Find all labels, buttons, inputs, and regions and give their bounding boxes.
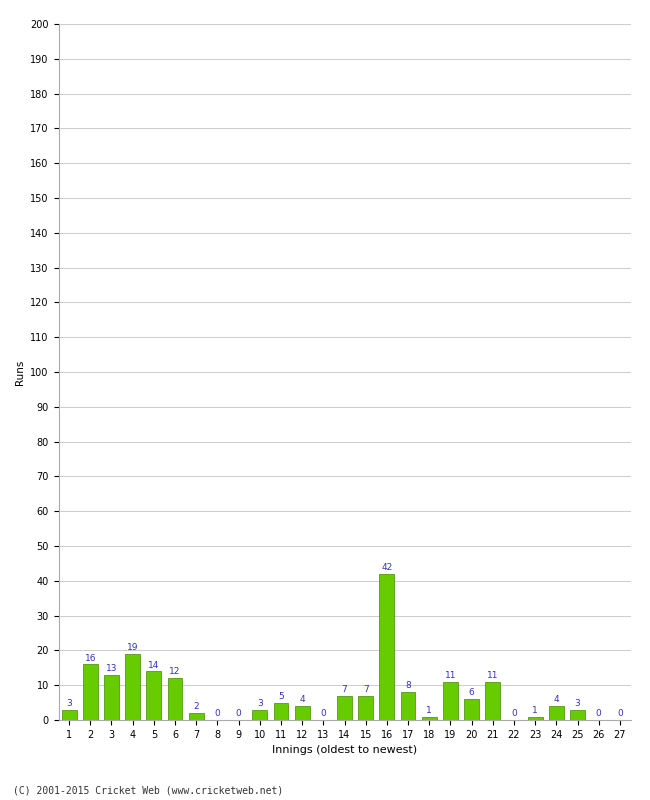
Text: 0: 0 bbox=[617, 710, 623, 718]
Text: 1: 1 bbox=[532, 706, 538, 714]
Bar bbox=[528, 717, 543, 720]
Text: 4: 4 bbox=[299, 695, 305, 704]
Text: 11: 11 bbox=[445, 671, 456, 680]
Bar bbox=[294, 706, 309, 720]
Bar bbox=[486, 682, 500, 720]
Bar bbox=[188, 713, 203, 720]
Text: 0: 0 bbox=[596, 710, 602, 718]
Bar bbox=[146, 671, 161, 720]
Text: 11: 11 bbox=[487, 671, 499, 680]
Bar bbox=[104, 674, 119, 720]
Text: 12: 12 bbox=[170, 667, 181, 677]
Text: 8: 8 bbox=[405, 682, 411, 690]
Bar bbox=[464, 699, 479, 720]
Text: 7: 7 bbox=[363, 685, 369, 694]
Bar bbox=[380, 574, 395, 720]
Text: 5: 5 bbox=[278, 692, 284, 701]
Text: 7: 7 bbox=[342, 685, 347, 694]
Bar bbox=[168, 678, 183, 720]
Text: 3: 3 bbox=[66, 699, 72, 708]
Bar bbox=[549, 706, 564, 720]
Bar bbox=[83, 664, 98, 720]
Bar bbox=[125, 654, 140, 720]
Bar bbox=[62, 710, 77, 720]
Bar bbox=[252, 710, 267, 720]
Text: 16: 16 bbox=[84, 654, 96, 662]
Text: 0: 0 bbox=[320, 710, 326, 718]
Bar bbox=[400, 692, 415, 720]
Text: 0: 0 bbox=[511, 710, 517, 718]
X-axis label: Innings (oldest to newest): Innings (oldest to newest) bbox=[272, 746, 417, 755]
Text: 14: 14 bbox=[148, 661, 159, 670]
Text: 19: 19 bbox=[127, 643, 138, 652]
Bar bbox=[274, 702, 289, 720]
Bar bbox=[358, 696, 373, 720]
Bar bbox=[443, 682, 458, 720]
Text: 3: 3 bbox=[257, 699, 263, 708]
Text: 42: 42 bbox=[382, 563, 393, 572]
Text: 2: 2 bbox=[194, 702, 199, 711]
Bar bbox=[422, 717, 437, 720]
Text: 4: 4 bbox=[554, 695, 559, 704]
Text: 0: 0 bbox=[236, 710, 241, 718]
Text: 1: 1 bbox=[426, 706, 432, 714]
Text: 6: 6 bbox=[469, 688, 474, 698]
Bar bbox=[337, 696, 352, 720]
Text: 13: 13 bbox=[106, 664, 117, 673]
Text: 3: 3 bbox=[575, 699, 580, 708]
Text: 0: 0 bbox=[214, 710, 220, 718]
Text: (C) 2001-2015 Cricket Web (www.cricketweb.net): (C) 2001-2015 Cricket Web (www.cricketwe… bbox=[13, 786, 283, 795]
Bar bbox=[570, 710, 585, 720]
Y-axis label: Runs: Runs bbox=[15, 359, 25, 385]
